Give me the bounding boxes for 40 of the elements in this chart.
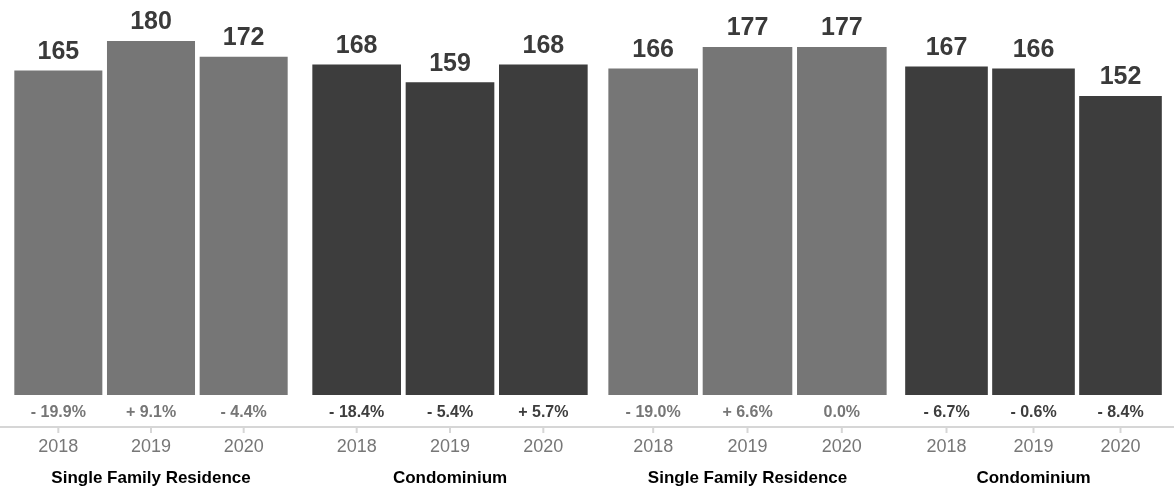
x-tick-label: 2018 [633, 435, 674, 456]
x-axis-title: Condominium [976, 467, 1091, 487]
x-axis-title: Single Family Residence [51, 467, 251, 487]
annotation: - 19.9% [30, 403, 86, 421]
data-label: 167 [925, 31, 968, 60]
x-tick-label: 2020 [223, 435, 264, 456]
annotation: + 6.6% [722, 403, 773, 421]
data-label: 152 [1099, 61, 1142, 90]
annotation: + 5.7% [518, 403, 569, 421]
data-label: 180 [130, 6, 172, 35]
data-label: 168 [335, 29, 378, 58]
annotation: - 18.4% [329, 403, 385, 421]
x-tick-label: 2019 [130, 435, 172, 456]
annotation: - 6.7% [923, 403, 970, 421]
data-label: 166 [632, 33, 675, 62]
annotation: - 4.4% [220, 403, 267, 421]
x-tick-label: 2020 [523, 435, 564, 456]
x-tick-label: 2019 [429, 435, 471, 456]
data-label: 165 [37, 35, 80, 64]
x-tick-label: 2018 [336, 435, 377, 456]
annotation: + 9.1% [125, 403, 177, 421]
data-label: 159 [429, 47, 471, 76]
x-tick-label: 2020 [1100, 435, 1141, 456]
annotation: - 8.4% [1097, 403, 1144, 421]
x-axis-title: Condominium [392, 467, 508, 487]
data-label: 177 [820, 12, 863, 41]
x-axis-title: Single Family Residence [647, 467, 848, 487]
x-tick-label: 2019 [727, 435, 768, 456]
annotation: 0.0% [823, 403, 861, 421]
data-label: 177 [726, 12, 769, 41]
x-tick-label: 2018 [926, 435, 967, 456]
data-label: 166 [1012, 33, 1055, 62]
annotation: - 5.4% [426, 403, 474, 421]
data-label: 172 [222, 22, 265, 51]
data-label: 168 [522, 29, 565, 58]
annotation: - 0.6% [1010, 403, 1057, 421]
annotation: - 19.0% [625, 403, 681, 421]
x-tick-label: 2019 [1013, 435, 1054, 456]
x-tick-label: 2020 [821, 435, 862, 456]
x-tick-label: 2018 [38, 435, 79, 456]
